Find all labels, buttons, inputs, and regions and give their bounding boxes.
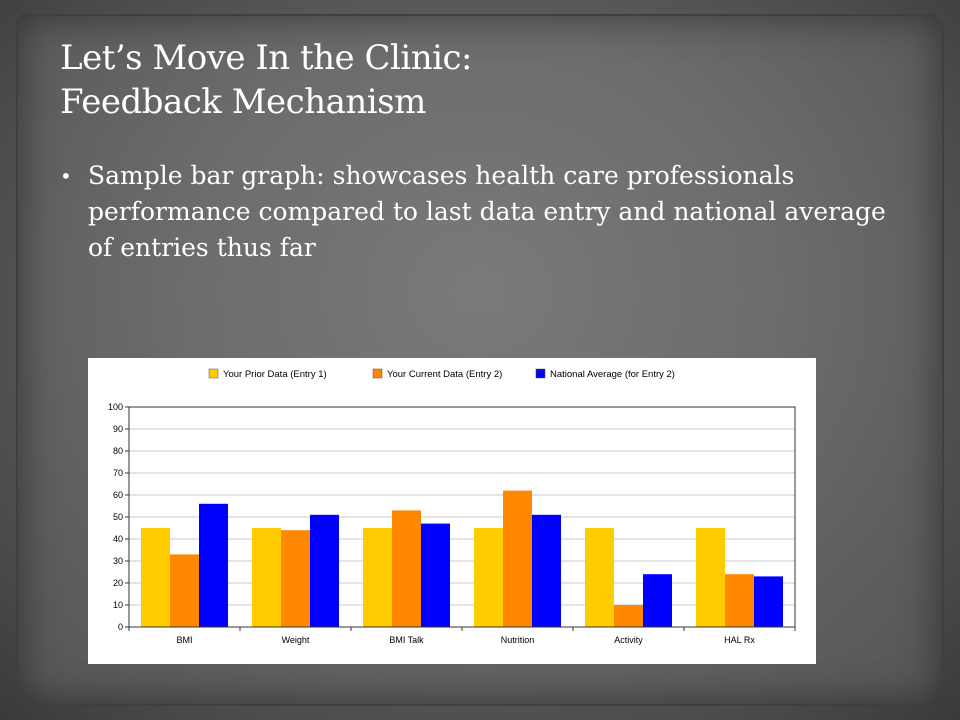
slide-title-line-2: Feedback Mechanism xyxy=(60,82,426,122)
bar xyxy=(252,528,281,627)
y-tick-label: 80 xyxy=(113,446,123,456)
slide-title-line-1: Let’s Move In the Clinic: xyxy=(60,38,473,78)
y-tick-label: 0 xyxy=(118,622,123,632)
chart-grid xyxy=(129,406,795,628)
bar xyxy=(643,574,672,627)
bar-chart-panel: Your Prior Data (Entry 1) Your Current Da… xyxy=(88,358,816,664)
x-tick-label: Nutrition xyxy=(501,635,535,645)
x-tick-label: HAL Rx xyxy=(724,635,755,645)
x-tick-label: BMI xyxy=(176,635,192,645)
plot-area-border xyxy=(128,406,796,628)
bar xyxy=(199,503,228,627)
y-tick-label: 70 xyxy=(113,468,123,478)
y-tick-label: 50 xyxy=(113,512,123,522)
legend-swatch xyxy=(535,368,546,379)
chart-bars xyxy=(141,490,783,627)
legend-label: Your Current Data (Entry 2) xyxy=(387,369,502,380)
y-tick-label: 60 xyxy=(113,490,123,500)
bar xyxy=(696,528,725,627)
bar xyxy=(281,530,310,627)
bar xyxy=(503,490,532,627)
x-tick-label: Weight xyxy=(282,635,310,645)
y-tick-label: 10 xyxy=(113,600,123,610)
y-tick-label: 90 xyxy=(113,424,123,434)
bar xyxy=(392,510,421,627)
y-tick-label: 100 xyxy=(108,402,123,412)
legend-label: Your Prior Data (Entry 1) xyxy=(223,369,327,380)
y-tick-label: 30 xyxy=(113,556,123,566)
legend-label: National Average (for Entry 2) xyxy=(550,369,675,380)
bar xyxy=(754,576,783,627)
chart-y-axis: 0 10 20 30 40 50 60 70 80 90 100 xyxy=(108,402,129,632)
bar xyxy=(614,605,643,627)
legend-swatch xyxy=(208,368,219,379)
bar xyxy=(474,528,503,627)
x-tick-label: BMI Talk xyxy=(389,635,424,645)
bullet-dot-icon: • xyxy=(60,164,72,188)
bar xyxy=(170,554,199,627)
bar xyxy=(532,514,561,627)
bullet-item: • Sample bar graph: showcases health car… xyxy=(60,158,900,266)
legend-swatch xyxy=(372,368,383,379)
bar xyxy=(141,528,170,627)
bar xyxy=(725,574,754,627)
bar xyxy=(585,528,614,627)
chart-legend: Your Prior Data (Entry 1) Your Current Da… xyxy=(208,368,675,380)
chart-x-axis: BMI Weight BMI Talk Nutrition Activity HAL Rx xyxy=(128,627,796,645)
slide-title: Let’s Move In the Clinic: Feedback Mecha… xyxy=(60,36,900,124)
bar xyxy=(421,523,450,627)
y-tick-label: 40 xyxy=(113,534,123,544)
y-tick-label: 20 xyxy=(113,578,123,588)
bar xyxy=(363,528,392,627)
bar-chart: Your Prior Data (Entry 1) Your Current Da… xyxy=(108,368,796,645)
bullet-text: Sample bar graph: showcases health care … xyxy=(88,161,886,262)
x-tick-label: Activity xyxy=(614,635,643,645)
bar xyxy=(310,514,339,627)
